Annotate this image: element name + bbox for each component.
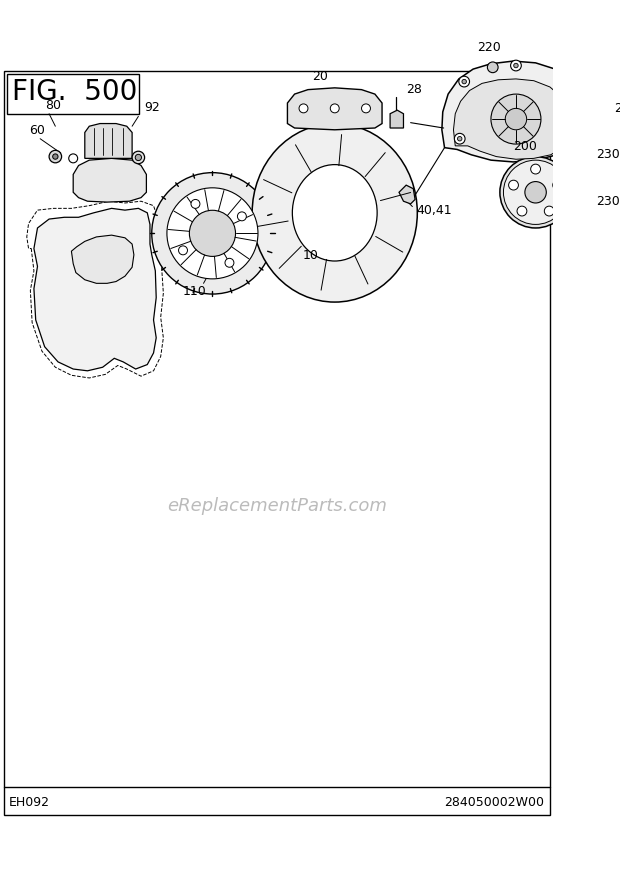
Text: 220: 220	[477, 41, 501, 54]
Polygon shape	[73, 158, 146, 202]
Ellipse shape	[587, 91, 613, 134]
Circle shape	[508, 180, 518, 190]
Polygon shape	[85, 123, 132, 158]
Circle shape	[454, 134, 465, 144]
Circle shape	[544, 206, 554, 216]
Text: 230: 230	[596, 195, 620, 208]
Circle shape	[567, 94, 572, 98]
Text: 60: 60	[30, 124, 45, 137]
Circle shape	[564, 91, 575, 101]
Circle shape	[514, 63, 518, 68]
Polygon shape	[453, 79, 571, 159]
Circle shape	[487, 62, 498, 73]
Polygon shape	[71, 235, 134, 283]
Circle shape	[517, 206, 527, 216]
Text: FIG.  500: FIG. 500	[12, 79, 138, 107]
Circle shape	[511, 60, 521, 71]
Circle shape	[500, 156, 571, 228]
Circle shape	[179, 246, 187, 255]
Circle shape	[459, 76, 469, 87]
Circle shape	[167, 188, 258, 279]
Polygon shape	[442, 61, 583, 162]
Circle shape	[578, 135, 591, 147]
Circle shape	[491, 94, 541, 144]
Circle shape	[458, 136, 462, 141]
Text: 20: 20	[312, 71, 327, 83]
Circle shape	[152, 173, 273, 294]
Text: EH092: EH092	[9, 796, 50, 809]
Circle shape	[299, 104, 308, 113]
Circle shape	[225, 259, 234, 267]
Circle shape	[330, 104, 339, 113]
Circle shape	[189, 211, 236, 256]
Circle shape	[53, 154, 58, 159]
Circle shape	[361, 104, 370, 113]
Circle shape	[553, 180, 562, 190]
Circle shape	[135, 155, 141, 161]
Circle shape	[132, 151, 144, 163]
Polygon shape	[288, 88, 382, 130]
Text: 284050002W00: 284050002W00	[445, 796, 544, 809]
Circle shape	[49, 150, 61, 163]
Text: 200: 200	[513, 140, 537, 153]
Circle shape	[69, 154, 78, 163]
Circle shape	[462, 80, 466, 84]
Text: 92: 92	[144, 101, 161, 114]
Circle shape	[582, 138, 587, 143]
Circle shape	[503, 160, 568, 225]
Text: 80: 80	[45, 99, 61, 112]
Text: eReplacementParts.com: eReplacementParts.com	[167, 496, 387, 515]
Ellipse shape	[252, 123, 417, 302]
Polygon shape	[390, 110, 404, 128]
Circle shape	[531, 164, 541, 174]
Polygon shape	[399, 185, 415, 204]
Ellipse shape	[293, 164, 377, 261]
Text: 21: 21	[614, 102, 620, 114]
Circle shape	[191, 199, 200, 208]
Text: 28: 28	[406, 83, 422, 96]
Text: 40,41: 40,41	[416, 204, 451, 217]
Text: 230: 230	[596, 149, 620, 162]
Circle shape	[525, 182, 546, 203]
Polygon shape	[34, 208, 156, 371]
Text: 10: 10	[303, 249, 319, 262]
Circle shape	[237, 212, 246, 221]
Circle shape	[579, 190, 585, 195]
Bar	[7, 74, 140, 114]
Circle shape	[505, 108, 526, 130]
Circle shape	[576, 186, 588, 198]
Text: 110: 110	[183, 285, 206, 298]
